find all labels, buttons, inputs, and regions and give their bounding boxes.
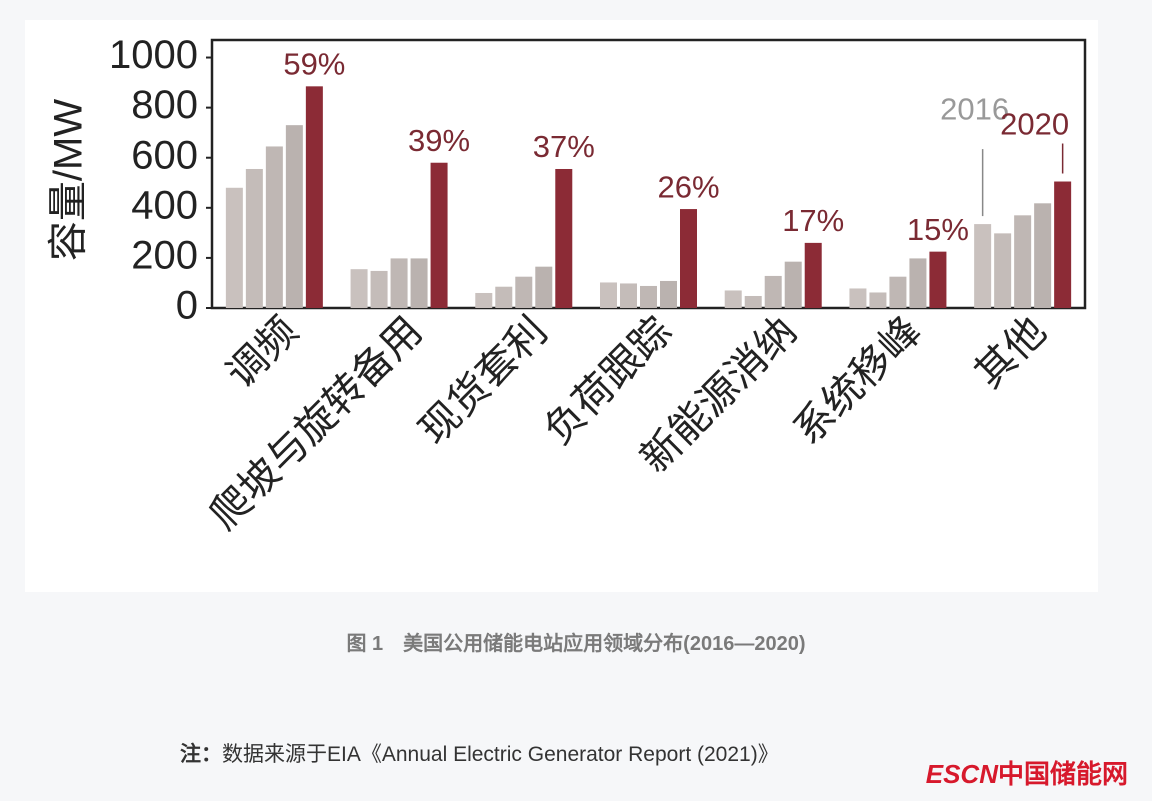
note-label: 注： [180, 743, 222, 766]
figure: 容量/MW 0 200 400 600 800 1000 调频 59% 爬坡与旋转备用 39% 现货… [25, 20, 1098, 592]
bar [994, 233, 1012, 308]
bar [889, 276, 907, 308]
growth-label: 39% [408, 123, 470, 158]
bar [849, 288, 867, 308]
note: 注：数据来源于EIA《Annual Electric Generator Rep… [180, 738, 779, 768]
x-tick-label: 爬坡与旋转备用 [202, 309, 431, 538]
bar [285, 125, 303, 309]
bar [804, 242, 822, 308]
bar [350, 269, 368, 308]
growth-label: 17% [782, 203, 844, 238]
growth-label: 15% [907, 212, 969, 247]
bar [390, 258, 408, 308]
y-tick-label: 1000 [109, 33, 198, 77]
bar [410, 258, 428, 308]
bar [660, 280, 677, 308]
y-axis-label: 容量/MW [47, 99, 91, 261]
y-tick-label: 0 [176, 284, 198, 328]
growth-label: 37% [533, 129, 595, 164]
bar [600, 282, 617, 308]
note-text: 数据来源于EIA《Annual Electric Generator Repor… [222, 743, 779, 766]
caption: 图 1 美国公用储能电站应用领域分布(2016—2020) [346, 633, 806, 655]
bar [1034, 203, 1052, 308]
y-tick-label: 400 [131, 183, 198, 227]
bar [225, 187, 243, 308]
y-tick-label: 800 [131, 83, 198, 127]
legend-label: 2020 [1000, 107, 1069, 142]
bar [764, 275, 782, 308]
watermark-brand: ESCN [925, 759, 998, 789]
bar [1054, 181, 1072, 308]
watermark-site: 中国储能网 [997, 759, 1128, 789]
growth-label: 59% [283, 47, 345, 82]
bar [929, 251, 947, 308]
bar [640, 285, 657, 308]
x-tick-label: 调频 [219, 309, 307, 397]
y-tick-label: 600 [131, 133, 198, 177]
growth-label: 26% [657, 169, 719, 204]
bar [784, 261, 802, 308]
x-tick-label: 其他 [967, 309, 1055, 397]
bar [475, 292, 493, 308]
bar [620, 283, 637, 308]
y-tick-label: 200 [131, 233, 198, 277]
bar [245, 168, 263, 308]
bar [724, 290, 742, 308]
x-tick-label: 现货套利 [411, 309, 555, 453]
legend-label: 2016 [940, 91, 1009, 126]
bar [1014, 215, 1032, 308]
watermark: ESCN中国储能网 [926, 754, 1128, 791]
bar [495, 286, 513, 308]
x-tick-label: 系统移峰 [786, 309, 930, 453]
bar [680, 209, 697, 308]
bar [370, 270, 388, 308]
chart: 容量/MW 0 200 400 600 800 1000 调频 59% 爬坡与旋转备用 39% 现货… [47, 33, 1087, 538]
bar [305, 86, 323, 308]
bar [535, 266, 553, 308]
bar [265, 146, 283, 308]
bar [515, 276, 533, 308]
bar [555, 168, 573, 308]
bar [744, 295, 762, 308]
bar [869, 292, 887, 308]
bar [430, 162, 448, 308]
bar [974, 224, 992, 308]
bar [909, 258, 927, 308]
